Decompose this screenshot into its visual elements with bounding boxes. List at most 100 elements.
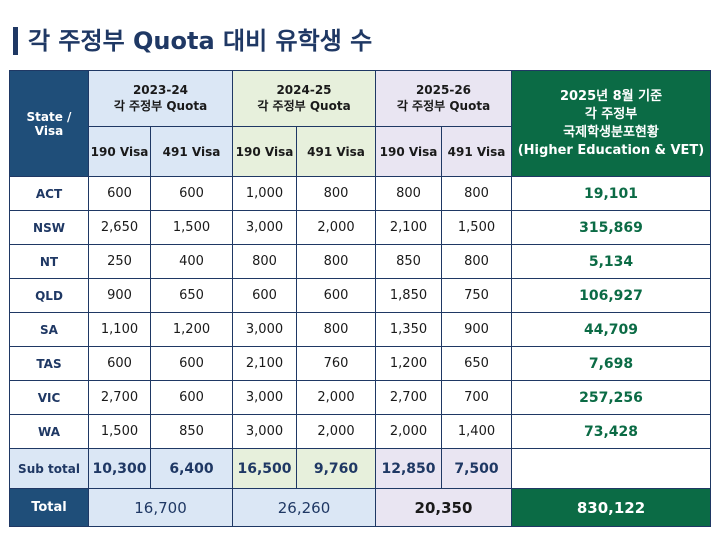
- header-period-2023-24: 2023-24 각 주정부 Quota: [88, 70, 233, 127]
- table-body: ACT 600 600 1,000 800 800 800 19,101 NSW 2,650 1,5…: [9, 176, 711, 449]
- state-cell: SA: [9, 312, 89, 347]
- table-row: NSW 2,650 1,500 3,000 2,000 2,100 1,500 315,869: [9, 210, 711, 245]
- quota-cell: 3,000: [232, 312, 297, 347]
- quota-cell: 1,500: [150, 210, 233, 245]
- intl-students-cell: 5,134: [511, 244, 711, 279]
- total-value-2024-25: 26,260: [232, 488, 376, 527]
- intl-students-cell: 73,428: [511, 414, 711, 449]
- quota-table: State / Visa 2023-24 각 주정부 Quota 2024-25…: [9, 70, 711, 527]
- quota-cell: 800: [296, 176, 376, 211]
- state-cell: TAS: [9, 346, 89, 381]
- quota-cell: 800: [441, 244, 512, 279]
- quota-cell: 1,350: [375, 312, 442, 347]
- page-title: 각 주정부 Quota 대비 유학생 수: [28, 27, 373, 55]
- intl-students-cell: 106,927: [511, 278, 711, 313]
- header-state-visa: State / Visa: [9, 70, 89, 177]
- quota-cell: 800: [441, 176, 512, 211]
- table-row: QLD 900 650 600 600 1,850 750 106,927: [9, 278, 711, 313]
- intl-students-cell: 44,709: [511, 312, 711, 347]
- subtotal-value: 9,760: [296, 448, 376, 489]
- quota-cell: 400: [150, 244, 233, 279]
- header-190-visa: 190 Visa: [88, 126, 151, 177]
- total-label: Total: [9, 488, 89, 527]
- quota-cell: 900: [441, 312, 512, 347]
- quota-cell: 2,000: [296, 414, 376, 449]
- quota-cell: 800: [296, 244, 376, 279]
- subtotal-row: Sub total 10,300 6,400 16,500 9,760 12,8…: [9, 448, 711, 489]
- quota-cell: 1,850: [375, 278, 442, 313]
- quota-cell: 600: [232, 278, 297, 313]
- quota-cell: 600: [88, 346, 151, 381]
- quota-cell: 2,100: [375, 210, 442, 245]
- quota-cell: 2,000: [296, 210, 376, 245]
- quota-cell: 600: [88, 176, 151, 211]
- quota-cell: 650: [441, 346, 512, 381]
- header-period-2025-26: 2025-26 각 주정부 Quota: [375, 70, 512, 127]
- quota-cell: 1,000: [232, 176, 297, 211]
- header-190-visa: 190 Visa: [232, 126, 297, 177]
- quota-cell: 850: [375, 244, 442, 279]
- quota-cell: 600: [150, 346, 233, 381]
- total-value-2023-24: 16,700: [88, 488, 233, 527]
- intl-students-cell: 257,256: [511, 380, 711, 415]
- subtotal-label: Sub total: [9, 448, 89, 489]
- header-491-visa: 491 Visa: [150, 126, 233, 177]
- quota-cell: 900: [88, 278, 151, 313]
- table-row: ACT 600 600 1,000 800 800 800 19,101: [9, 176, 711, 211]
- quota-cell: 2,000: [375, 414, 442, 449]
- subtotal-value: 7,500: [441, 448, 512, 489]
- subtotal-value: 6,400: [150, 448, 233, 489]
- state-cell: ACT: [9, 176, 89, 211]
- title-accent-bar: [13, 27, 18, 55]
- table-row: WA 1,500 850 3,000 2,000 2,000 1,400 73,428: [9, 414, 711, 449]
- quota-cell: 1,100: [88, 312, 151, 347]
- state-cell: WA: [9, 414, 89, 449]
- quota-cell: 600: [296, 278, 376, 313]
- subtotal-value: 12,850: [375, 448, 442, 489]
- intl-students-cell: 315,869: [511, 210, 711, 245]
- quota-cell: 250: [88, 244, 151, 279]
- state-cell: NSW: [9, 210, 89, 245]
- table-row: NT 250 400 800 800 850 800 5,134: [9, 244, 711, 279]
- total-row: Total 16,700 26,260 20,350 830,122: [9, 488, 711, 527]
- header-period-2024-25: 2024-25 각 주정부 Quota: [232, 70, 376, 127]
- quota-cell: 850: [150, 414, 233, 449]
- quota-cell: 800: [232, 244, 297, 279]
- quota-cell: 1,500: [441, 210, 512, 245]
- quota-cell: 1,400: [441, 414, 512, 449]
- quota-cell: 650: [150, 278, 233, 313]
- total-intl-students: 830,122: [511, 488, 711, 527]
- quota-cell: 700: [441, 380, 512, 415]
- header-intl-students: 2025년 8월 기준 각 주정부 국제학생분포현황 (Higher Educa…: [511, 70, 711, 177]
- quota-cell: 3,000: [232, 210, 297, 245]
- table-row: SA 1,100 1,200 3,000 800 1,350 900 44,709: [9, 312, 711, 347]
- quota-cell: 750: [441, 278, 512, 313]
- quota-cell: 1,200: [150, 312, 233, 347]
- quota-cell: 2,650: [88, 210, 151, 245]
- header-190-visa: 190 Visa: [375, 126, 442, 177]
- quota-cell: 2,700: [375, 380, 442, 415]
- quota-cell: 600: [150, 176, 233, 211]
- quota-cell: 3,000: [232, 414, 297, 449]
- quota-cell: 2,000: [296, 380, 376, 415]
- quota-cell: 800: [375, 176, 442, 211]
- quota-cell: 1,500: [88, 414, 151, 449]
- quota-cell: 2,100: [232, 346, 297, 381]
- table-row: TAS 600 600 2,100 760 1,200 650 7,698: [9, 346, 711, 381]
- state-cell: QLD: [9, 278, 89, 313]
- quota-cell: 600: [150, 380, 233, 415]
- subtotal-empty-cell: [511, 448, 711, 489]
- table-row: VIC 2,700 600 3,000 2,000 2,700 700 257,256: [9, 380, 711, 415]
- quota-cell: 800: [296, 312, 376, 347]
- quota-cell: 1,200: [375, 346, 442, 381]
- header-491-visa: 491 Visa: [296, 126, 376, 177]
- intl-students-cell: 19,101: [511, 176, 711, 211]
- state-cell: NT: [9, 244, 89, 279]
- subtotal-value: 10,300: [88, 448, 151, 489]
- total-value-2025-26: 20,350: [375, 488, 512, 527]
- intl-students-cell: 7,698: [511, 346, 711, 381]
- quota-cell: 3,000: [232, 380, 297, 415]
- quota-cell: 760: [296, 346, 376, 381]
- header-491-visa: 491 Visa: [441, 126, 512, 177]
- subtotal-value: 16,500: [232, 448, 297, 489]
